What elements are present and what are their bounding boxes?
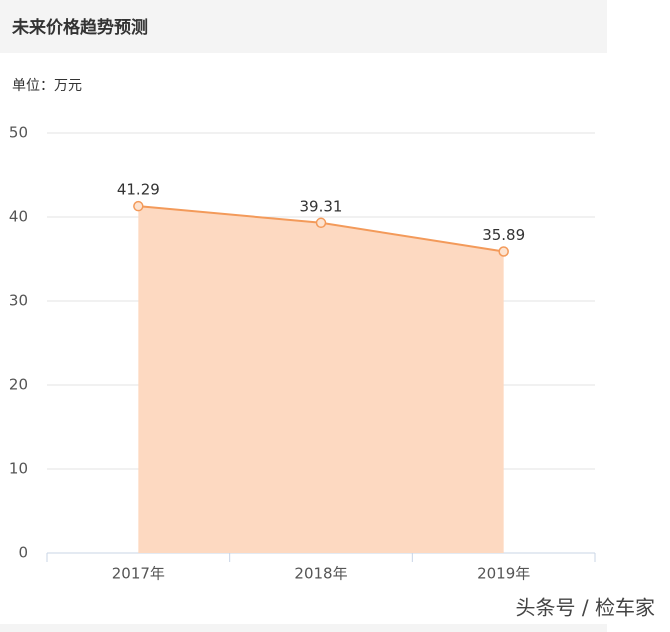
y-tick-label: 0 <box>18 544 28 562</box>
y-tick-label: 20 <box>9 376 28 394</box>
area <box>138 206 504 553</box>
watermark: 头条号 / 检车家 <box>516 596 655 620</box>
value-label: 39.31 <box>300 197 343 215</box>
value-label: 41.29 <box>117 181 160 199</box>
value-label: 35.89 <box>482 226 525 244</box>
point <box>315 217 327 229</box>
y-tick-label: 40 <box>9 208 28 226</box>
point <box>498 246 509 257</box>
y-tick-label: 10 <box>9 460 28 478</box>
header-title: 未来价格趋势预测 <box>11 17 148 38</box>
y-tick-label: 30 <box>9 292 28 310</box>
x-tick-label: 2019年 <box>477 565 530 583</box>
header-bar <box>0 0 607 53</box>
x-tick-label: 2018年 <box>294 565 347 583</box>
point <box>133 200 144 212</box>
footer-bar <box>0 624 607 632</box>
unit-label: 单位：万元 <box>12 78 82 94</box>
x-tick-label: 2017年 <box>112 565 165 583</box>
y-tick-label: 50 <box>9 124 28 142</box>
